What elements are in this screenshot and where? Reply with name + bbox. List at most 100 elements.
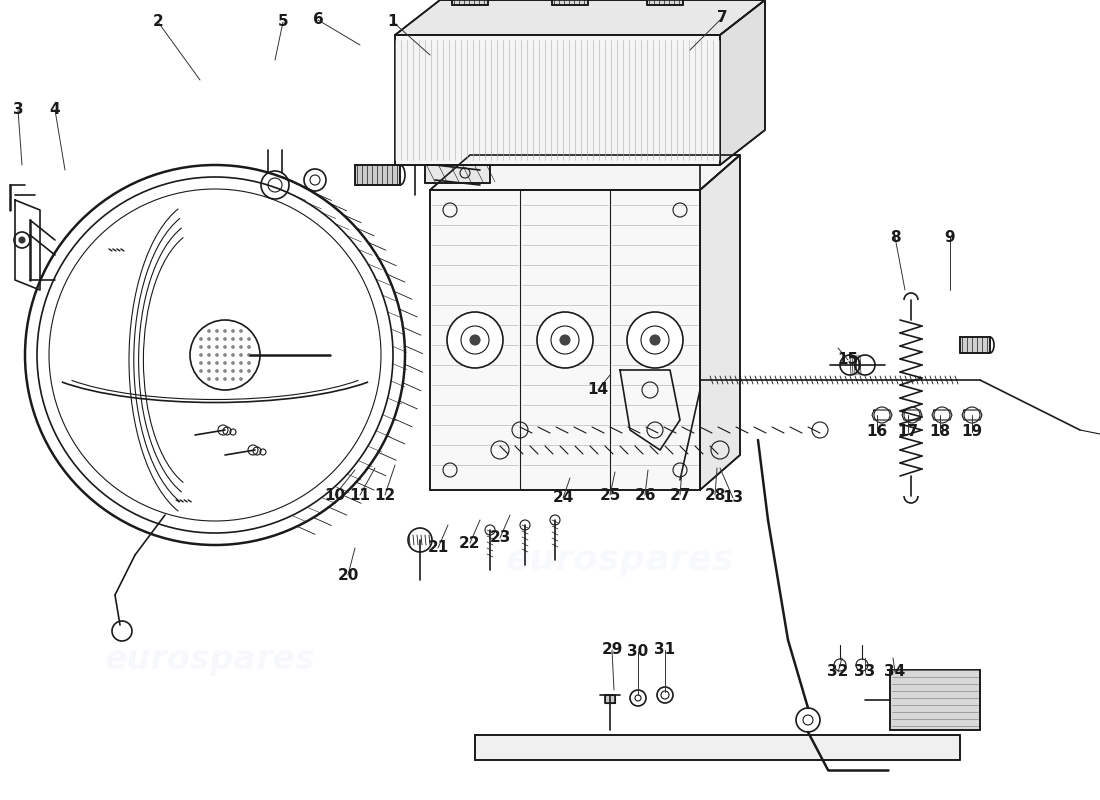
- Circle shape: [223, 370, 227, 373]
- Circle shape: [208, 354, 210, 357]
- Circle shape: [796, 708, 820, 732]
- Text: 10: 10: [324, 487, 345, 502]
- Circle shape: [208, 378, 210, 381]
- Text: 4: 4: [50, 102, 60, 118]
- Circle shape: [231, 330, 234, 333]
- Circle shape: [231, 378, 234, 381]
- Text: 20: 20: [338, 567, 359, 582]
- Text: 31: 31: [654, 642, 675, 658]
- Text: 14: 14: [587, 382, 608, 398]
- Circle shape: [627, 312, 683, 368]
- Polygon shape: [475, 735, 960, 760]
- Text: 6: 6: [312, 13, 323, 27]
- Text: 1: 1: [387, 14, 398, 30]
- Circle shape: [240, 330, 242, 333]
- Circle shape: [223, 362, 227, 365]
- Circle shape: [231, 354, 234, 357]
- Polygon shape: [605, 695, 615, 703]
- Polygon shape: [890, 670, 980, 730]
- Circle shape: [199, 362, 202, 365]
- Text: eurospares: eurospares: [104, 643, 316, 677]
- Circle shape: [470, 335, 480, 345]
- Circle shape: [208, 330, 210, 333]
- Circle shape: [216, 354, 219, 357]
- Circle shape: [208, 346, 210, 349]
- Text: 34: 34: [884, 665, 905, 679]
- Text: 24: 24: [552, 490, 574, 506]
- Polygon shape: [960, 337, 990, 353]
- Circle shape: [223, 330, 227, 333]
- Circle shape: [199, 354, 202, 357]
- Circle shape: [240, 362, 242, 365]
- Polygon shape: [647, 0, 683, 5]
- Circle shape: [231, 346, 234, 349]
- Text: 16: 16: [867, 425, 888, 439]
- Text: 8: 8: [890, 230, 900, 245]
- Circle shape: [248, 354, 251, 357]
- Polygon shape: [395, 0, 764, 35]
- Circle shape: [231, 338, 234, 341]
- Circle shape: [208, 338, 210, 341]
- Circle shape: [199, 370, 202, 373]
- Polygon shape: [425, 165, 490, 183]
- Circle shape: [650, 335, 660, 345]
- Circle shape: [248, 370, 251, 373]
- Polygon shape: [720, 0, 764, 165]
- Text: 32: 32: [827, 665, 849, 679]
- Polygon shape: [452, 0, 488, 5]
- Text: 3: 3: [13, 102, 23, 118]
- Circle shape: [216, 370, 219, 373]
- Text: 22: 22: [460, 535, 481, 550]
- Circle shape: [231, 370, 234, 373]
- Circle shape: [560, 335, 570, 345]
- Text: 17: 17: [898, 425, 918, 439]
- Text: 28: 28: [704, 487, 726, 502]
- Text: 12: 12: [374, 487, 396, 502]
- Circle shape: [199, 338, 202, 341]
- Text: 25: 25: [600, 487, 620, 502]
- Circle shape: [216, 362, 219, 365]
- Circle shape: [208, 370, 210, 373]
- Circle shape: [240, 370, 242, 373]
- Text: 29: 29: [602, 642, 623, 658]
- Text: 7: 7: [717, 10, 727, 26]
- Text: 9: 9: [945, 230, 955, 245]
- Text: 11: 11: [350, 487, 371, 502]
- Text: 18: 18: [930, 425, 950, 439]
- Text: 27: 27: [669, 487, 691, 502]
- Text: 5: 5: [277, 14, 288, 30]
- Circle shape: [19, 237, 25, 243]
- Circle shape: [216, 378, 219, 381]
- Circle shape: [223, 378, 227, 381]
- Polygon shape: [700, 155, 740, 490]
- Polygon shape: [355, 165, 400, 185]
- Circle shape: [223, 346, 227, 349]
- Polygon shape: [430, 155, 740, 190]
- Circle shape: [223, 354, 227, 357]
- Circle shape: [240, 354, 242, 357]
- Circle shape: [216, 330, 219, 333]
- Polygon shape: [552, 0, 589, 5]
- Text: 13: 13: [723, 490, 744, 506]
- Circle shape: [240, 346, 242, 349]
- Circle shape: [216, 346, 219, 349]
- Circle shape: [537, 312, 593, 368]
- Circle shape: [240, 378, 242, 381]
- Circle shape: [216, 338, 219, 341]
- Circle shape: [248, 362, 251, 365]
- Polygon shape: [430, 190, 700, 490]
- Circle shape: [248, 346, 251, 349]
- Polygon shape: [395, 35, 720, 165]
- Text: 21: 21: [428, 541, 449, 555]
- Text: 2: 2: [153, 14, 164, 30]
- Circle shape: [447, 312, 503, 368]
- Text: 19: 19: [961, 425, 982, 439]
- Text: 33: 33: [855, 665, 876, 679]
- Circle shape: [240, 338, 242, 341]
- Text: eurospares: eurospares: [506, 543, 735, 577]
- Circle shape: [223, 338, 227, 341]
- Circle shape: [231, 362, 234, 365]
- Text: 30: 30: [627, 645, 649, 659]
- Text: 15: 15: [837, 353, 859, 367]
- Circle shape: [208, 362, 210, 365]
